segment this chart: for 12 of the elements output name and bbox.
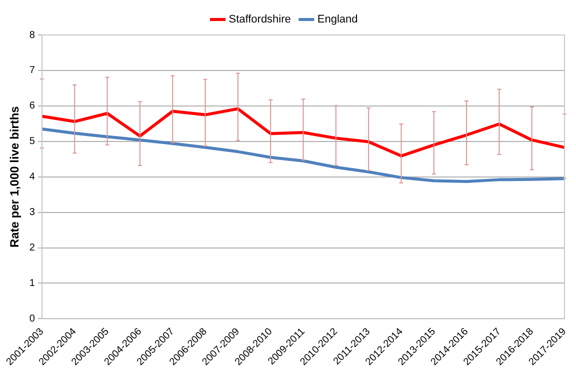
y-tick-label: 0: [29, 313, 36, 324]
legend-label: England: [317, 14, 358, 26]
y-tick-label: 5: [29, 136, 36, 148]
y-axis-title: Rate per 1,000 live births: [8, 106, 22, 248]
y-tick-label: 4: [29, 172, 36, 183]
y-tick-label: 8: [29, 30, 36, 41]
y-tick-label: 7: [29, 65, 36, 76]
y-tick-label: 2: [29, 242, 36, 254]
legend-label: Staffordshire: [228, 14, 291, 26]
y-tick-label: 6: [29, 100, 36, 112]
y-tick-label: 1: [29, 278, 36, 289]
y-tick-label: 3: [29, 207, 36, 218]
